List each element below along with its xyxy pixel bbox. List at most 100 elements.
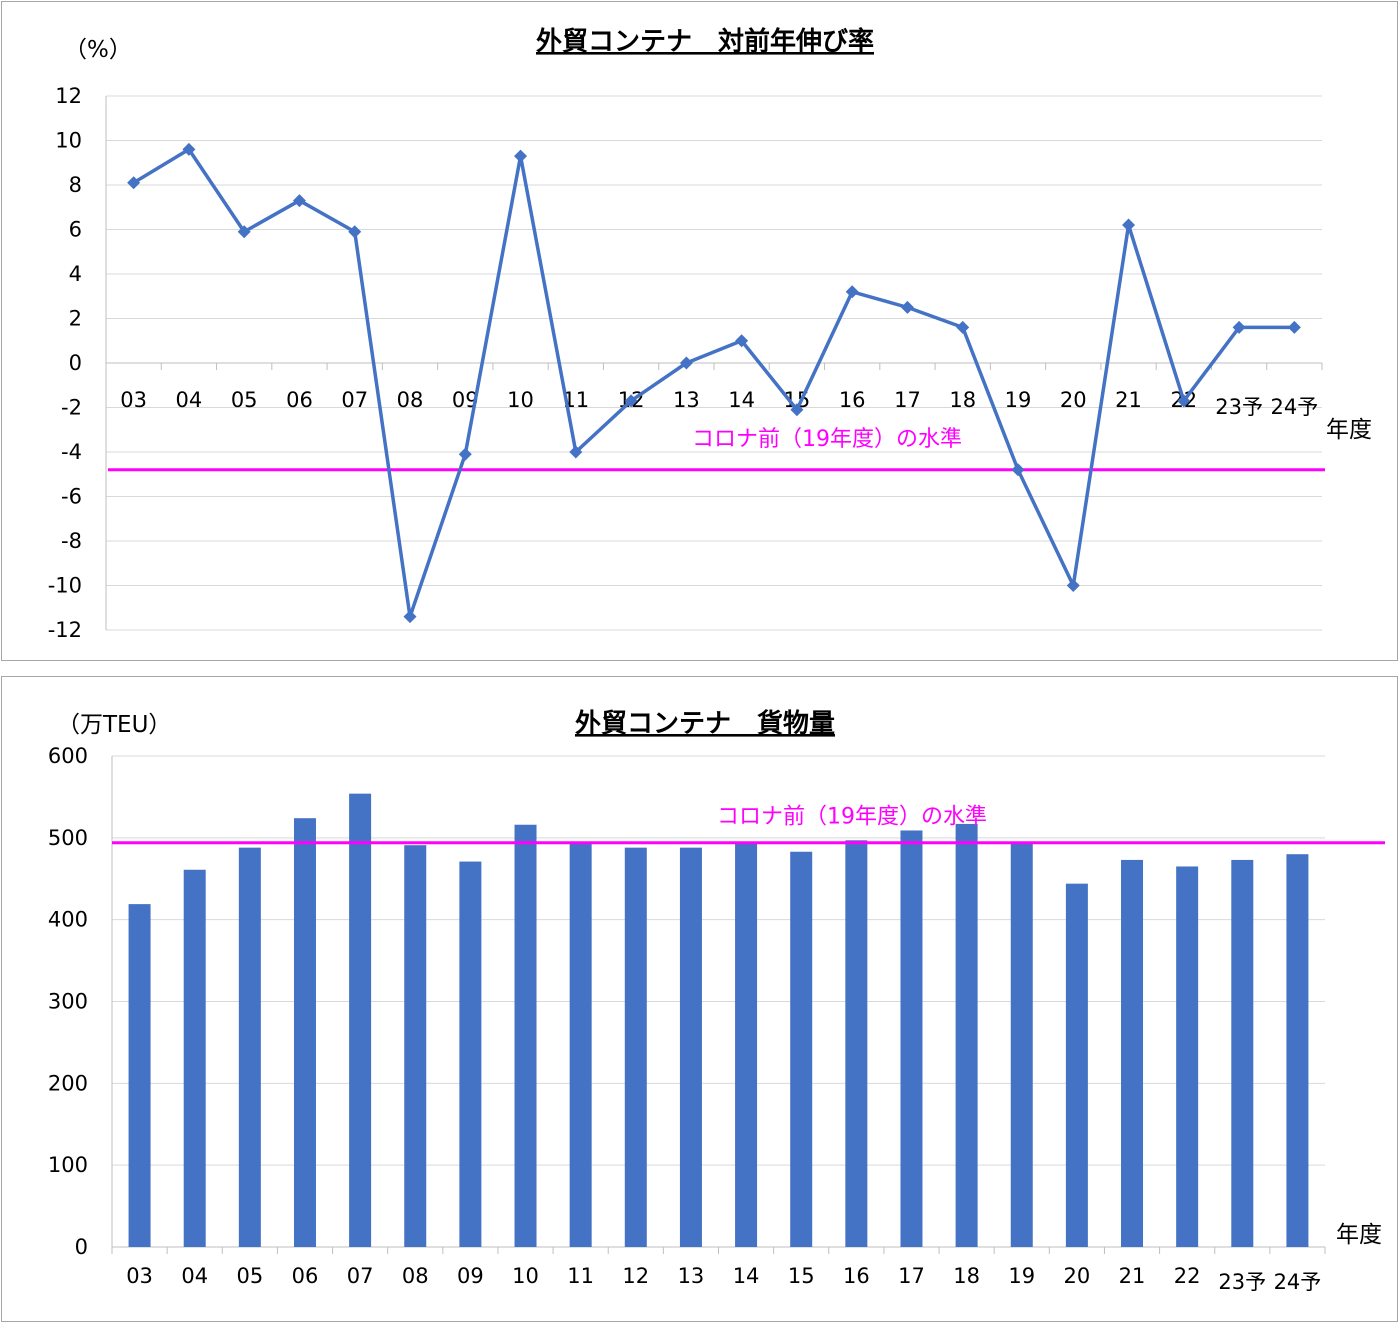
data-point [292,194,306,208]
y-tick-label: 100 [48,1153,88,1177]
x-tick-label: 13 [673,388,700,412]
growth-chart-xlabel: 年度 [1326,417,1372,443]
bar [1121,859,1144,1247]
x-tick-label: 04 [176,388,203,412]
bar [1286,854,1309,1247]
bar [569,841,592,1247]
x-tick-label: 15 [788,1264,815,1288]
y-tick-label: 300 [48,990,88,1014]
x-tick-label: 10 [512,1264,539,1288]
x-tick-label: 18 [949,388,976,412]
x-tick-label: 09 [457,1264,484,1288]
x-tick-label: 21 [1115,388,1142,412]
data-point [1066,579,1080,592]
y-tick-label: 12 [55,84,82,108]
x-tick-label: 08 [402,1264,429,1288]
x-tick-label: 19 [1008,1264,1035,1288]
bar [459,861,482,1247]
y-tick-label: 2 [69,307,82,331]
data-point [569,445,583,459]
growth-chart-ylabel: （%） [64,37,132,63]
bar [790,851,813,1247]
data-point [514,149,528,163]
data-point [790,403,804,417]
x-tick-label: 21 [1119,1264,1146,1288]
x-tick-label: 24予 [1270,395,1318,419]
x-tick-label: 23予 [1215,395,1263,419]
x-tick-label: 20 [1060,388,1087,412]
reference-line-label: コロナ前（19年度）の水準 [717,805,987,830]
y-tick-label: -2 [61,396,82,420]
x-tick-label: 04 [181,1264,208,1288]
data-point [348,225,362,239]
volume-chart-panel: 外貿コンテナ 貨物量 （万TEU） 年度 600 500 400 300 200 100 0… [1,676,1398,1322]
growth-chart-title: 外貿コンテナ 対前年伸び率 [536,26,874,57]
x-tick-label: 06 [286,388,313,412]
x-tick-label: 05 [236,1264,263,1288]
data-point [624,394,638,408]
series-line [132,147,1295,619]
data-point [1122,218,1136,232]
y-tick-label: 8 [69,173,82,197]
data-point [182,142,196,156]
x-tick-label: 20 [1064,1264,1091,1288]
data-point [1287,320,1301,334]
x-tick-label: 07 [341,388,368,412]
x-tick-label: 18 [953,1264,980,1288]
x-tick-label: 06 [292,1264,319,1288]
x-tick-label: 13 [678,1264,705,1288]
bar [955,823,978,1247]
x-tick-label: 14 [733,1264,760,1288]
bar [735,842,758,1247]
bar [1231,859,1254,1247]
data-point [1177,394,1191,408]
bar [624,847,647,1247]
volume-chart-plot: 600 500 400 300 200 100 0 03 04 05 06 07 08 09 10 11 12 1… [48,744,1385,1294]
y-tick-label: 4 [69,262,82,286]
y-tick-label: 6 [69,218,82,242]
growth-rate-chart-panel: 外貿コンテナ 対前年伸び率 （%） 年度 12 10 8 6 4 2 0 -2 -4 -6 -8 -1… [1,1,1398,661]
bar [514,824,537,1247]
x-tick-label: 03 [126,1264,153,1288]
bar [1065,883,1088,1247]
bar [1010,842,1033,1247]
x-tick-label: 17 [894,388,921,412]
y-tick-label: -6 [61,485,82,509]
data-point [127,176,141,190]
x-tick-label: 11 [567,1264,594,1288]
x-tick-label: 10 [507,388,534,412]
bar [845,840,868,1247]
y-tick-label: -10 [48,574,82,598]
volume-chart-ylabel: （万TEU） [57,712,171,738]
y-tick-label: 0 [69,351,82,375]
bar [183,869,206,1247]
x-tick-label: 07 [347,1264,374,1288]
data-point [956,320,970,334]
bar [349,793,372,1247]
data-point [403,610,417,624]
volume-chart: 外貿コンテナ 貨物量 （万TEU） 年度 6005004003002001000… [48,708,1385,1294]
y-tick-label: 400 [48,908,88,932]
y-tick-label: 500 [48,826,88,850]
y-tick-label: 600 [48,744,88,768]
x-tick-label: 16 [843,1264,870,1288]
x-tick-label: 22 [1174,1264,1201,1288]
x-tick-label: 14 [728,388,755,412]
y-tick-label: 10 [55,129,82,153]
y-tick-label: -12 [48,618,82,642]
data-point [679,356,693,370]
y-tick-label: -4 [61,440,82,464]
y-tick-label: 200 [48,1071,88,1095]
data-point [900,300,914,314]
x-tick-label: 05 [231,388,258,412]
x-tick-label: 12 [622,1264,649,1288]
bar [900,830,923,1247]
volume-chart-title: 外貿コンテナ 貨物量 [575,708,835,739]
bar [293,818,316,1247]
reference-line-label: コロナ前（19年度）の水準 [692,427,962,452]
data-point [1011,463,1025,477]
x-tick-label: 17 [898,1264,925,1288]
x-tick-label: 03 [120,388,147,412]
x-tick-label: 23予 [1218,1270,1266,1294]
